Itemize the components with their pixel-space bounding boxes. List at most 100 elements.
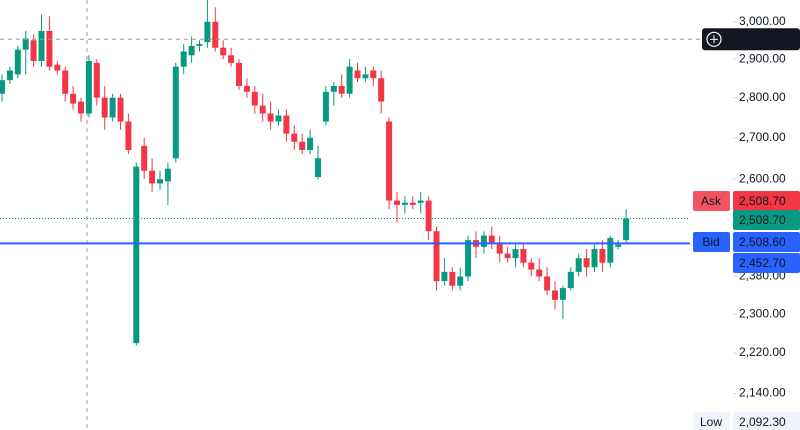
candle-body xyxy=(172,66,179,159)
y-tick-label: 2,600.00 xyxy=(739,171,786,185)
candle-body xyxy=(220,47,227,56)
candle-body xyxy=(386,121,393,201)
candle-body xyxy=(362,74,369,79)
candle-body xyxy=(243,85,250,92)
candle-body xyxy=(6,70,13,81)
y-tick-label: 2,140.00 xyxy=(739,386,786,400)
crosshair-label-bg xyxy=(702,28,800,51)
candle-body xyxy=(544,276,551,291)
y-tick-label: 2,700.00 xyxy=(739,130,786,144)
candle-body xyxy=(164,168,171,182)
y-tick-label: 2,220.00 xyxy=(739,345,786,359)
candle-body xyxy=(133,166,140,344)
candle-body xyxy=(322,91,329,122)
candle-body xyxy=(583,258,590,268)
candle-body xyxy=(417,200,424,203)
candle-body xyxy=(307,137,314,150)
price-tag-bg xyxy=(693,191,730,211)
candle-body xyxy=(109,97,116,118)
candle-body xyxy=(46,30,53,67)
candle-body xyxy=(251,91,258,106)
price-label: 2,508.70 xyxy=(739,194,786,208)
candle-body xyxy=(559,288,566,300)
price-label: 2,508.70 xyxy=(739,213,786,227)
candle-body xyxy=(552,290,558,300)
candle-body xyxy=(441,271,448,282)
price-tag: Bid xyxy=(702,235,719,249)
price-label-bg xyxy=(733,232,800,252)
candle-body xyxy=(101,97,108,118)
candle-body xyxy=(465,240,472,277)
candle-body xyxy=(496,242,503,254)
candle-body xyxy=(378,78,385,102)
price-tag-bg xyxy=(693,412,730,430)
candle-body xyxy=(236,62,242,86)
price-tag: Ask xyxy=(701,194,722,208)
candle-body xyxy=(38,30,45,61)
candle-body xyxy=(125,121,132,150)
candle-body xyxy=(615,244,622,247)
candle-body xyxy=(315,158,321,178)
price-label-bg xyxy=(733,253,800,273)
price-label-bg xyxy=(733,412,800,430)
candle-body xyxy=(457,276,464,286)
candle-body xyxy=(228,55,235,63)
price-label: 2,452.70 xyxy=(739,256,786,270)
candle-body xyxy=(14,49,21,75)
candle-body xyxy=(259,105,266,114)
candle-body xyxy=(480,235,487,247)
candle-body xyxy=(536,269,543,277)
y-tick-label: 2,300.00 xyxy=(739,306,786,320)
candle-body xyxy=(401,202,408,205)
candle-body xyxy=(512,249,519,259)
candle-body xyxy=(275,115,282,122)
candle-body xyxy=(70,93,77,104)
price-label: 2,092.30 xyxy=(739,415,786,429)
candle-body xyxy=(591,249,598,268)
candle-body xyxy=(488,235,495,243)
y-tick-label: 2,900.00 xyxy=(739,51,786,65)
candle-body xyxy=(267,113,274,122)
candle-body xyxy=(62,70,69,94)
candle-body xyxy=(188,45,195,56)
candle-body xyxy=(141,145,148,171)
candle-body xyxy=(149,170,156,184)
candle-body xyxy=(30,40,37,61)
candle-body xyxy=(85,60,92,114)
candle-body xyxy=(520,249,527,263)
candle-body xyxy=(196,44,203,46)
candle-body xyxy=(117,97,124,122)
candle-body xyxy=(204,21,211,43)
candle-body xyxy=(433,231,440,282)
price-tag: Low xyxy=(700,415,722,429)
candle-body xyxy=(78,101,84,114)
candle-body xyxy=(354,70,361,79)
crosshair-label: 2,952.60 xyxy=(737,32,784,46)
y-tick-label: 3,000.00 xyxy=(739,14,786,28)
candle-body xyxy=(346,66,353,94)
candle-body xyxy=(394,200,400,205)
candle-body xyxy=(425,200,432,232)
candle-body xyxy=(575,258,582,272)
price-label-bg xyxy=(733,210,800,230)
candle-body xyxy=(528,262,535,270)
price-label: 2,508.60 xyxy=(739,235,786,249)
candle-body xyxy=(504,253,511,259)
candle-body xyxy=(283,115,290,134)
y-tick-label: 2,800.00 xyxy=(739,90,786,104)
candle-body xyxy=(157,179,163,184)
candle-body xyxy=(449,271,456,286)
candle-body xyxy=(299,141,306,150)
candle-body xyxy=(291,133,298,142)
candle-body xyxy=(607,237,614,263)
candle-body xyxy=(338,85,345,94)
price-tag-bg xyxy=(693,232,730,252)
candle-body xyxy=(409,202,416,205)
crosshair-icon xyxy=(706,31,722,47)
candle-body xyxy=(22,38,29,50)
candle-body xyxy=(180,51,187,67)
candle-body xyxy=(599,249,606,263)
candle-body xyxy=(0,80,5,94)
price-label-bg xyxy=(733,191,800,211)
